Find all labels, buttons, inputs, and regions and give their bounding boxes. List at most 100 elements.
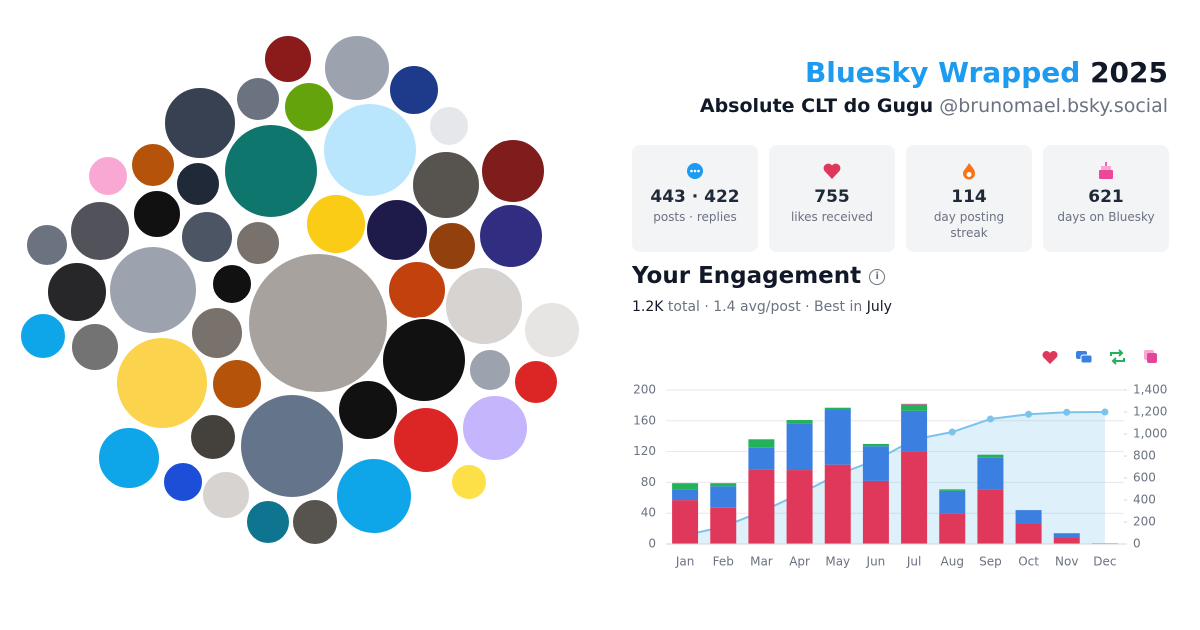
avatar [468, 348, 512, 392]
avatar [211, 358, 263, 410]
year: 2025 [1090, 56, 1168, 89]
line-point [1101, 408, 1109, 416]
bar [901, 410, 928, 452]
bar [901, 451, 928, 544]
x-tick-label: Oct [1018, 555, 1039, 569]
x-tick-label: Jan [675, 555, 695, 569]
line-area [685, 412, 1105, 544]
avatar [132, 189, 182, 239]
avatar [115, 336, 209, 430]
bar [786, 423, 813, 471]
x-tick-label: Apr [789, 555, 810, 569]
line-point [948, 428, 956, 436]
avatar [322, 102, 418, 198]
avatar [239, 393, 345, 499]
avatar [461, 394, 529, 462]
bar [901, 404, 928, 411]
icon [823, 163, 841, 179]
avatar [70, 322, 120, 372]
legend-reposts [1110, 349, 1125, 365]
title: Bluesky Wrapped 2025 [805, 56, 1168, 89]
bar [939, 489, 966, 491]
x-tick-label: Mar [750, 555, 773, 569]
best-month: July [866, 299, 892, 315]
y-tick-label: 40 [641, 506, 656, 520]
bar [710, 507, 737, 544]
x-tick-label: Dec [1093, 555, 1116, 569]
display-name: Absolute CLT do Gugu [699, 95, 934, 117]
avatar [411, 150, 481, 220]
bar [748, 439, 775, 448]
x-tick-label: Sep [979, 555, 1002, 569]
avatar [162, 461, 204, 503]
avatar [365, 198, 429, 262]
stat-card: 621 days on Bluesky [1043, 145, 1169, 252]
stat-label: day posting streak [933, 210, 1005, 240]
avatar [189, 413, 237, 461]
avatar [283, 81, 335, 133]
bar [862, 480, 889, 544]
avatar [337, 379, 399, 441]
x-tick-label: Jun [866, 555, 886, 569]
bar [862, 443, 889, 447]
bar [710, 483, 737, 487]
y-tick-label: 200 [633, 383, 656, 397]
info-icon[interactable]: i [869, 268, 886, 285]
avatar [387, 260, 447, 320]
avatar [478, 203, 544, 269]
y-tick-label: 120 [633, 444, 656, 458]
y2-tick-label: 800 [1133, 449, 1156, 463]
avatar [263, 34, 313, 84]
avatar [427, 221, 477, 271]
icon [963, 163, 975, 180]
avatar [428, 105, 470, 147]
avatar [130, 142, 176, 188]
avatar [201, 470, 251, 520]
avatar [180, 210, 234, 264]
x-tick-label: Jul [906, 555, 921, 569]
bar [748, 469, 775, 544]
stat-card: 443 · 422 posts · replies [632, 145, 758, 252]
avatar [291, 498, 339, 546]
stat-label: posts · replies [653, 210, 737, 224]
bar [786, 420, 813, 424]
bar [786, 470, 813, 544]
avatar [235, 220, 281, 266]
bar [1053, 537, 1080, 544]
bar [1015, 510, 1042, 524]
avatar [211, 263, 253, 305]
bar [824, 407, 851, 411]
avatar [513, 359, 559, 405]
avatar [108, 245, 198, 335]
bar [710, 486, 737, 508]
stat-card: 755 likes received [769, 145, 895, 252]
line-point [986, 415, 994, 423]
stat-value: 755 [814, 187, 850, 207]
avatar [97, 426, 161, 490]
avatar [223, 123, 319, 219]
avatar [450, 463, 488, 501]
avatar [523, 301, 581, 359]
stat-value: 443 · 422 [650, 187, 740, 207]
avatar [69, 200, 131, 262]
avatar [480, 138, 546, 204]
bar [901, 403, 928, 405]
icon [1099, 162, 1113, 179]
icon [687, 163, 703, 179]
y-tick-label: 0 [648, 537, 656, 551]
avatar [19, 312, 67, 360]
avatar [235, 76, 281, 122]
summary: total · 1.4 avg/post · Best in [667, 299, 863, 315]
legend-quotes [1144, 350, 1157, 363]
y2-tick-label: 200 [1133, 515, 1156, 529]
avatar [444, 266, 524, 346]
bar [977, 489, 1004, 544]
stat-value: 114 [951, 187, 987, 207]
stat-label: likes received [790, 210, 874, 224]
bar [824, 464, 851, 544]
stat-value: 621 [1088, 187, 1124, 207]
avatar [245, 499, 291, 545]
bar [748, 447, 775, 470]
legend-likes [1042, 350, 1058, 364]
